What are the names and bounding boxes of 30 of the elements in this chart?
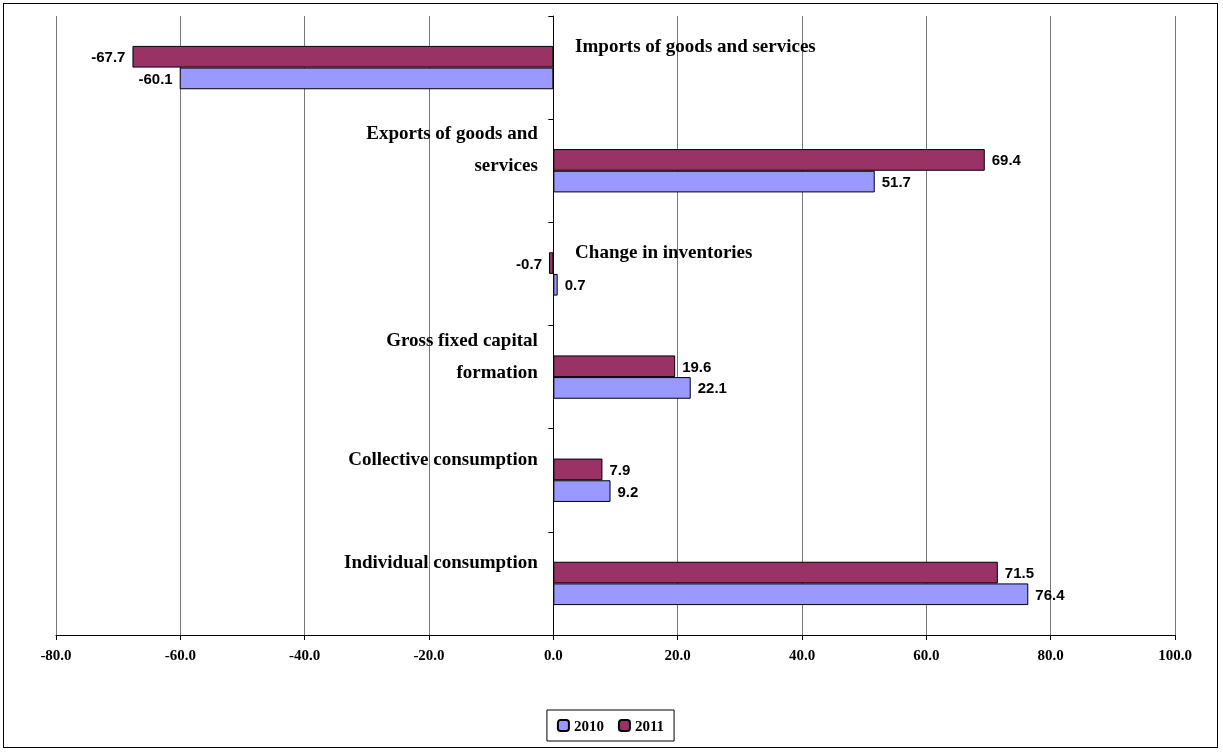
y-tick-label: Exports of goods and services (366, 122, 539, 176)
x-tick-label: 0.0 (543, 646, 563, 663)
x-tick-label: 100.0 (1158, 646, 1192, 663)
data-label: -67.7 (91, 48, 126, 66)
data-label: 9.2 (617, 482, 639, 500)
legend-label: 2010 (573, 717, 604, 734)
x-tick-label: -80.0 (40, 646, 72, 663)
x-tick-label: 60.0 (913, 646, 940, 663)
y-tick-label: Change in inventories (575, 241, 753, 263)
x-tick-label: 20.0 (664, 646, 691, 663)
x-tick-label: -40.0 (289, 646, 321, 663)
y-tick-label: Gross fixed capital formation (386, 328, 539, 382)
x-tick-label: 40.0 (788, 646, 816, 663)
x-tick-label: -20.0 (413, 646, 445, 663)
y-tick-label: Imports of goods and services (575, 35, 816, 57)
data-label: 22.1 (697, 379, 727, 397)
y-tick-label: Individual consumption (344, 550, 539, 572)
data-label: 0.7 (564, 276, 586, 294)
data-label: 7.9 (609, 460, 631, 478)
data-label: 69.4 (991, 151, 1022, 169)
data-label: 51.7 (881, 173, 911, 191)
data-label: 19.6 (682, 357, 712, 375)
legend-label: 2011 (634, 717, 665, 734)
data-label: -60.1 (138, 69, 173, 87)
data-label: 71.5 (1004, 564, 1035, 582)
data-label: 76.4 (1035, 585, 1066, 603)
data-label: -0.7 (516, 254, 542, 272)
x-tick-label: -60.0 (164, 646, 196, 663)
x-tick-label: 80.0 (1037, 646, 1064, 663)
y-tick-label: Collective consumption (348, 447, 539, 469)
